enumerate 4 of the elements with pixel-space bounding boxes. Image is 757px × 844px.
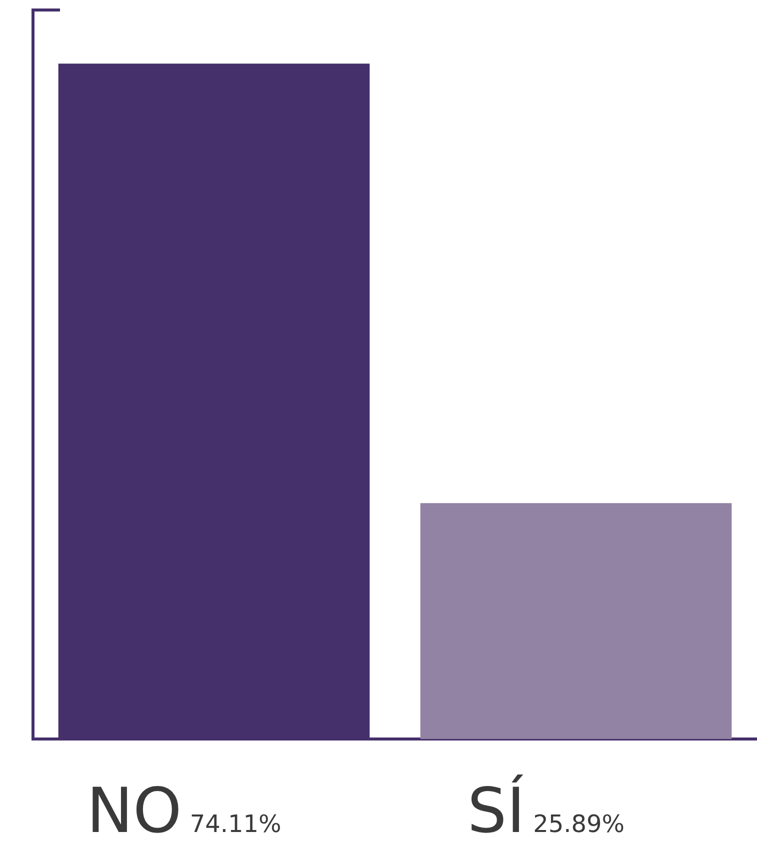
data-label: 25.89% [533, 810, 625, 838]
x-tick-label: NO [86, 774, 182, 844]
x-tick-label: SÍ [467, 774, 526, 844]
data-label: 74.11% [190, 810, 282, 838]
